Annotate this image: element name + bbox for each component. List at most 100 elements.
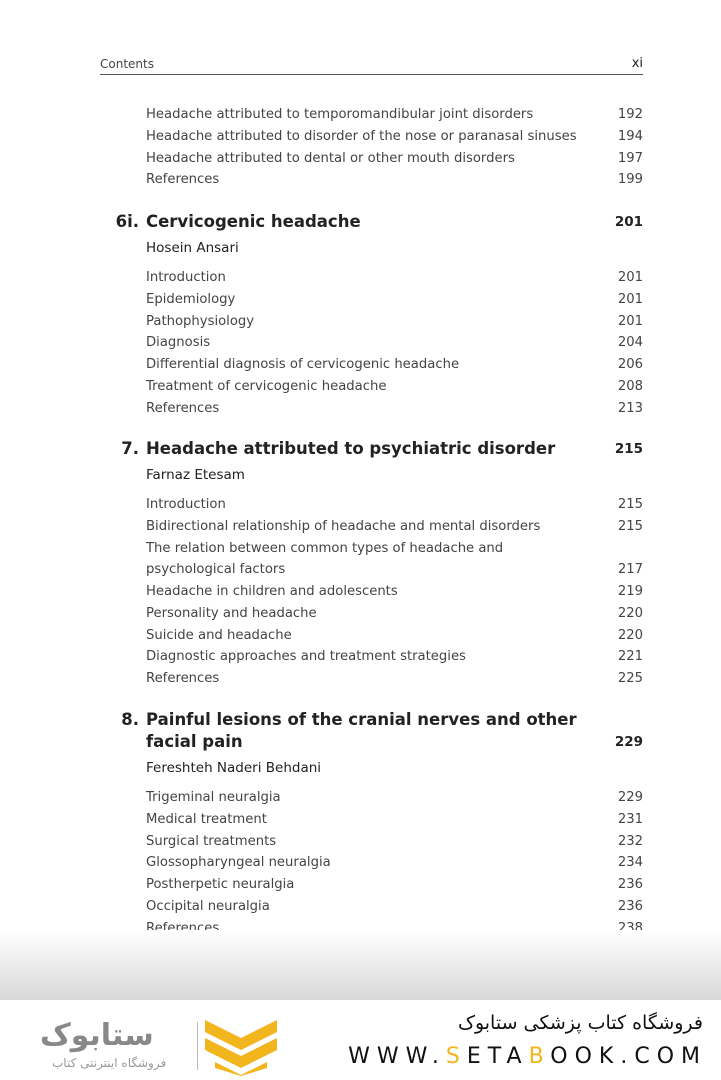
toc-entry: Suicide and headache 220 xyxy=(146,626,643,646)
chapter-author: Fereshteh Naderi Behdani xyxy=(146,760,322,776)
toc-entry: Postherpetic neuralgia 236 xyxy=(146,875,643,895)
entry-title: Surgical treatments xyxy=(146,833,277,849)
entry-title: Trigeminal neuralgia xyxy=(146,790,281,805)
chapter-title: Painful lesions of the cranial nerves an… xyxy=(146,710,577,729)
toc-entry: Headache attributed to dental or other m… xyxy=(146,149,643,169)
entry-title: Headache attributed to disorder of the n… xyxy=(146,128,577,144)
page-shadow xyxy=(0,930,721,1000)
toc-entry: Glossopharyngeal neuralgia 234 xyxy=(146,853,643,873)
toc-entry: References 199 xyxy=(146,170,643,190)
toc-entry: Differential diagnosis of cervicogenic h… xyxy=(146,355,643,375)
entry-page: 225 xyxy=(617,671,643,686)
entry-page: 221 xyxy=(617,649,643,665)
entry-title: Treatment of cervicogenic headache xyxy=(146,378,387,394)
entry-title: References xyxy=(146,400,220,416)
entry-title: Postherpetic neuralgia xyxy=(146,877,295,892)
toc-entry: Bidirectional relationship of headache a… xyxy=(146,517,643,537)
toc-entry: Occipital neuralgia 236 xyxy=(146,897,643,917)
toc-entry: Diagnosis 204 xyxy=(146,333,643,353)
chapter-page: 215 xyxy=(614,441,643,457)
entry-page: 197 xyxy=(617,150,643,166)
running-header: Contents xi xyxy=(100,56,643,75)
entry-title: Differential diagnosis of cervicogenic h… xyxy=(146,357,460,372)
entry-title: Introduction xyxy=(146,270,226,285)
chapter-number: 7. xyxy=(121,439,139,458)
entry-page: 206 xyxy=(617,357,643,372)
logo-subtitle: فروشگاه اینترنتی کتاب xyxy=(52,1056,167,1070)
entry-title: Introduction xyxy=(146,497,226,512)
entry-title: Headache attributed to temporomandibular… xyxy=(146,107,534,122)
entry-title: Personality and headache xyxy=(146,605,317,621)
entry-title: References xyxy=(146,172,220,188)
entry-page: 219 xyxy=(617,584,643,599)
chapter-number: 6i. xyxy=(115,212,139,231)
entry-page: 234 xyxy=(617,855,643,871)
entry-page: 192 xyxy=(617,107,643,122)
watermark-footer: ستابوک فروشگاه اینترنتی کتاب فروشگاه کتا… xyxy=(0,1000,721,1080)
entry-page: 232 xyxy=(617,833,643,849)
header-section-title: Contents xyxy=(100,57,154,71)
toc-entry: Headache in children and adolescents 219 xyxy=(146,582,643,602)
toc-entry: Surgical treatments 232 xyxy=(146,832,643,852)
entry-title: References xyxy=(146,671,220,686)
entry-page: 229 xyxy=(617,790,643,805)
toc-entry: Introduction 215 xyxy=(146,495,643,515)
chapter-number: 8. xyxy=(121,710,139,729)
store-name: فروشگاه کتاب پزشکی ستابوک xyxy=(457,1012,703,1034)
chapter-title: facial pain xyxy=(146,732,243,751)
entry-title: The relation between common types of hea… xyxy=(146,540,504,556)
entry-page: 220 xyxy=(617,627,643,643)
entry-title: Pathophysiology xyxy=(146,313,255,329)
chapter-title: Cervicogenic headache xyxy=(146,212,361,231)
entry-page: 220 xyxy=(617,605,643,621)
toc-entry: Headache attributed to temporomandibular… xyxy=(146,105,643,125)
toc-entry: Pathophysiology 201 xyxy=(146,312,643,332)
toc-entry: psychological factors 217 xyxy=(146,560,643,580)
entry-page: 208 xyxy=(617,378,643,394)
entry-title: Occipital neuralgia xyxy=(146,898,270,914)
entry-title: Epidemiology xyxy=(146,291,236,307)
entry-page: 215 xyxy=(617,518,643,534)
toc-entry: Personality and headache 220 xyxy=(146,604,643,624)
entry-title: Headache in children and adolescents xyxy=(146,584,398,599)
chapter-title: Headache attributed to psychiatric disor… xyxy=(146,439,556,458)
entry-title: Diagnostic approaches and treatment stra… xyxy=(146,649,466,665)
toc-entry: Introduction 201 xyxy=(146,268,643,288)
entry-page: 201 xyxy=(617,270,643,285)
website-url: WWW.SETABOOK.COM xyxy=(348,1044,707,1069)
chapter-author: Hosein Ansari xyxy=(146,240,239,256)
entry-title: Headache attributed to dental or other m… xyxy=(146,150,515,166)
toc-entry: Epidemiology 201 xyxy=(146,290,643,310)
entry-page: 201 xyxy=(617,291,643,307)
toc-entry: Treatment of cervicogenic headache 208 xyxy=(146,377,643,397)
toc-entry: References 213 xyxy=(146,399,643,419)
toc-entry: Headache attributed to disorder of the n… xyxy=(146,127,643,147)
toc-entry: The relation between common types of hea… xyxy=(146,539,643,559)
entry-page: 204 xyxy=(617,335,643,351)
toc-entry: References 225 xyxy=(146,669,643,689)
entry-page: 215 xyxy=(617,497,643,512)
entry-page: 194 xyxy=(617,128,643,144)
setabook-chevron-logo-icon xyxy=(205,1020,277,1076)
toc-entry: Diagnostic approaches and treatment stra… xyxy=(146,647,643,667)
entry-title: psychological factors xyxy=(146,562,286,578)
page-number: xi xyxy=(631,56,643,71)
entry-page: 231 xyxy=(617,811,643,827)
entry-page: 217 xyxy=(617,562,643,578)
entry-page: 236 xyxy=(617,877,643,892)
toc-entry: Medical treatment 231 xyxy=(146,810,643,830)
entry-title: Glossopharyngeal neuralgia xyxy=(146,855,331,871)
chapter-page: 201 xyxy=(614,214,643,230)
entry-title: Suicide and headache xyxy=(146,627,292,643)
toc-entry: Trigeminal neuralgia 229 xyxy=(146,788,643,808)
entry-page: 236 xyxy=(617,898,643,914)
chapter-page: 229 xyxy=(614,734,643,750)
logo-wordmark: ستابوک xyxy=(40,1018,154,1053)
entry-page: 199 xyxy=(617,172,643,188)
entry-title: Diagnosis xyxy=(146,335,211,351)
entry-page: 213 xyxy=(617,400,643,416)
logo-divider xyxy=(197,1022,198,1070)
entry-page: 201 xyxy=(617,313,643,329)
entry-title: Medical treatment xyxy=(146,811,267,827)
entry-title: Bidirectional relationship of headache a… xyxy=(146,518,541,534)
